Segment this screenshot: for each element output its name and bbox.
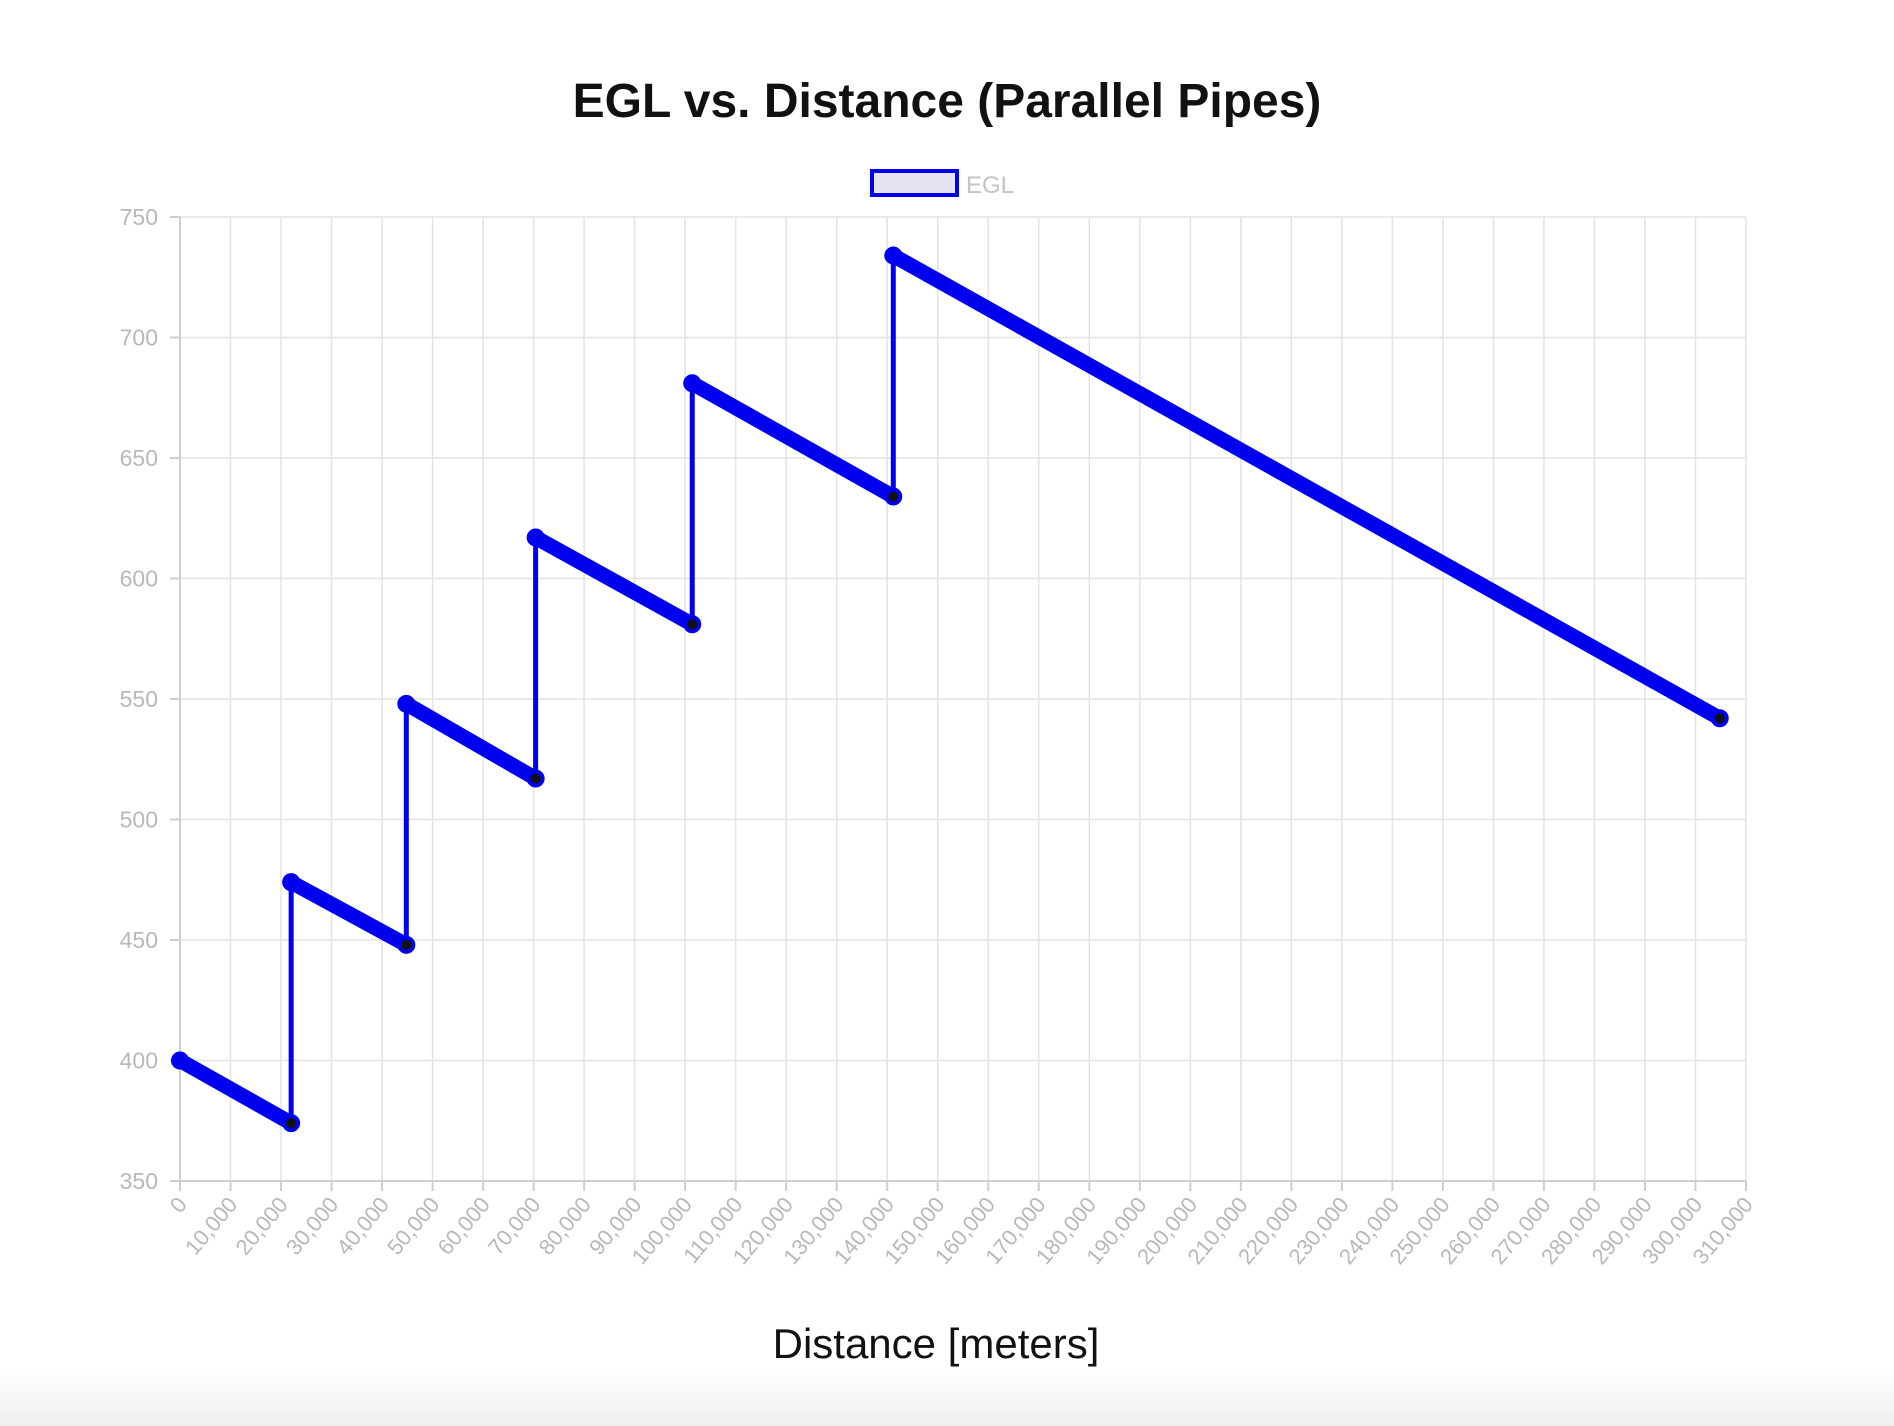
egl-data-point[interactable] bbox=[1710, 709, 1729, 728]
egl-segment bbox=[528, 530, 700, 632]
y-tick-label: 600 bbox=[120, 566, 158, 592]
egl-data-point[interactable] bbox=[282, 1114, 301, 1133]
x-axis-title: Distance [meters] bbox=[773, 1320, 1100, 1367]
egl-segment bbox=[885, 248, 1728, 726]
egl-data-point[interactable] bbox=[683, 615, 702, 634]
egl-data-point[interactable] bbox=[683, 374, 702, 393]
x-tick-label: 0 bbox=[165, 1192, 192, 1217]
y-tick-label: 400 bbox=[120, 1048, 158, 1074]
x-tick-label: 70,000 bbox=[483, 1192, 545, 1260]
y-tick-label: 750 bbox=[120, 204, 158, 230]
egl-data-point[interactable] bbox=[884, 246, 903, 265]
egl-segment bbox=[398, 696, 544, 787]
egl-segment bbox=[283, 874, 414, 953]
x-tick-label: 40,000 bbox=[331, 1192, 393, 1260]
y-tick-label: 650 bbox=[120, 445, 158, 471]
y-tick-label: 450 bbox=[120, 927, 158, 953]
egl-data-point[interactable] bbox=[282, 873, 301, 892]
x-tick-label: 10,000 bbox=[180, 1192, 242, 1260]
legend-swatch-egl[interactable] bbox=[870, 169, 959, 197]
x-tick-label: 80,000 bbox=[534, 1192, 596, 1260]
y-axis-ticks: 350 400 450 500 550 600 650 700 750 bbox=[120, 204, 180, 1194]
grid bbox=[179, 216, 1747, 1182]
y-tick-label: 700 bbox=[120, 325, 158, 351]
egl-data-point[interactable] bbox=[397, 935, 416, 954]
legend-label-egl[interactable]: EGL bbox=[966, 172, 1014, 199]
x-tick-label: 60,000 bbox=[433, 1192, 495, 1260]
x-tick-label: 30,000 bbox=[281, 1192, 343, 1260]
series-egl bbox=[171, 246, 1729, 1133]
egl-data-point[interactable] bbox=[526, 528, 545, 547]
egl-segment bbox=[172, 1053, 299, 1131]
x-tick-label: 50,000 bbox=[382, 1192, 444, 1260]
x-axis-ticks: 010,00020,00030,00040,00050,00060,00070,… bbox=[165, 1181, 1758, 1269]
legend[interactable]: EGL bbox=[870, 169, 1014, 199]
y-tick-label: 350 bbox=[120, 1168, 158, 1194]
egl-segment bbox=[684, 375, 901, 505]
chart-title: EGL vs. Distance (Parallel Pipes) bbox=[573, 75, 1322, 128]
egl-data-point[interactable] bbox=[526, 769, 545, 788]
egl-data-point[interactable] bbox=[884, 487, 903, 506]
y-tick-label: 550 bbox=[120, 686, 158, 712]
x-tick-label: 20,000 bbox=[230, 1192, 292, 1260]
egl-data-point[interactable] bbox=[171, 1051, 189, 1070]
egl-data-point[interactable] bbox=[397, 694, 416, 713]
y-tick-label: 500 bbox=[120, 807, 158, 833]
